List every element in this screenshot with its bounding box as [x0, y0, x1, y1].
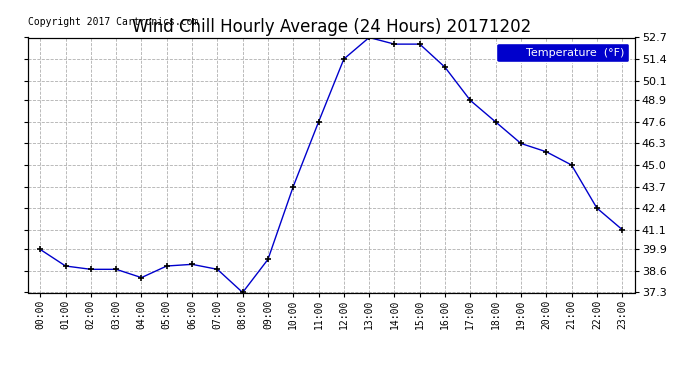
Legend: Temperature  (°F): Temperature (°F)	[496, 43, 629, 62]
Text: Copyright 2017 Cartronics.com: Copyright 2017 Cartronics.com	[28, 17, 198, 27]
Title: Wind Chill Hourly Average (24 Hours) 20171202: Wind Chill Hourly Average (24 Hours) 201…	[132, 18, 531, 36]
